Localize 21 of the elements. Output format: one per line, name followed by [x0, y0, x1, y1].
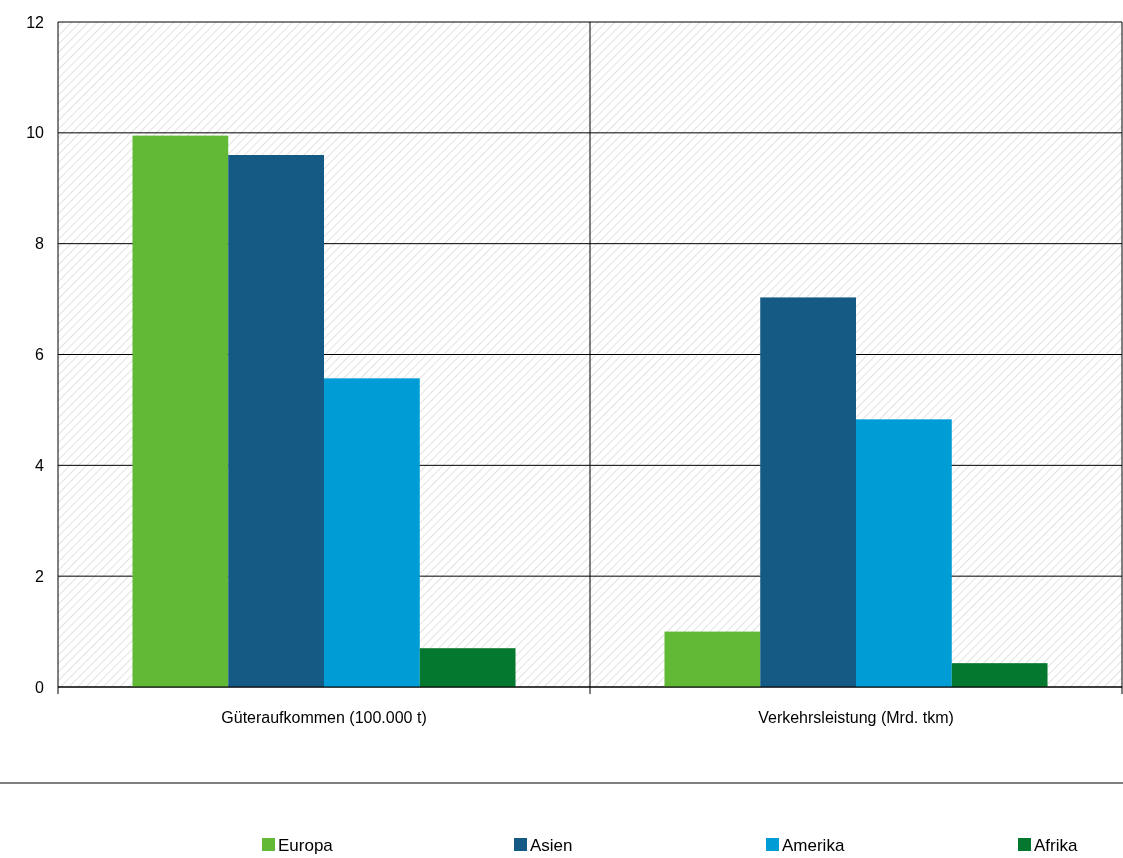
y-tick-label: 12 [26, 13, 45, 31]
bar [419, 648, 516, 687]
y-tick-label: 8 [35, 235, 45, 253]
bar [228, 155, 324, 687]
bar [132, 135, 229, 687]
y-tick-label: 4 [35, 456, 45, 474]
legend-label: Afrika [1034, 836, 1078, 855]
bar [664, 631, 761, 687]
bar [856, 419, 952, 687]
bar [324, 378, 420, 687]
y-tick-label: 0 [35, 678, 45, 696]
y-tick-label: 2 [35, 567, 45, 585]
bar [951, 663, 1048, 687]
x-tick-label: Verkehrsleistung (Mrd. tkm) [758, 709, 954, 726]
x-tick-label: Güteraufkommen (100.000 t) [221, 709, 427, 726]
bar [760, 297, 856, 687]
y-tick-label: 6 [35, 346, 45, 364]
y-tick-label: 10 [26, 124, 45, 142]
legend-label: Amerika [782, 836, 845, 855]
legend-label: Europa [278, 836, 334, 855]
legend-label: Asien [530, 836, 573, 855]
